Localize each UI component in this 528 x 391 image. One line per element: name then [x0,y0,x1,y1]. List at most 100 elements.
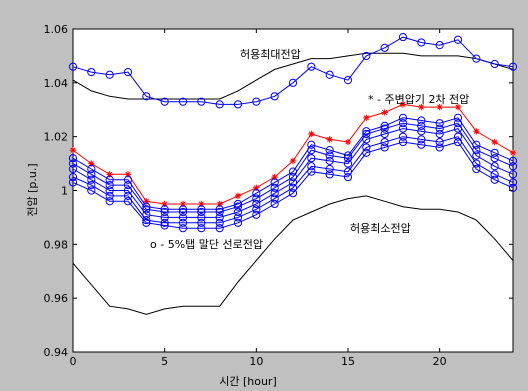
data-point-circle [490,154,499,163]
data-point-circle [325,156,334,165]
data-point-circle [160,97,169,106]
data-point-circle [233,202,243,211]
data-point-circle [490,175,499,184]
data-point-circle [380,143,389,152]
series-line-lower-limit [72,195,514,315]
series-line-circle-4 [72,136,514,224]
data-point-circle [105,181,114,190]
data-point-circle [288,178,298,187]
data-point-circle [380,124,389,133]
data-point-circle [160,221,169,230]
data-point-star [454,103,462,111]
y-tick-label: 1.04 [44,77,69,90]
data-point-circle [343,76,353,85]
data-point-circle [453,35,463,44]
data-point-circle [453,119,463,128]
data-point-star [179,200,187,208]
data-point-circle [288,189,298,198]
data-point-circle [215,213,224,222]
data-point-circle [215,100,224,109]
data-point-star [271,173,278,181]
data-point-circle [307,140,316,149]
data-point-circle [178,218,188,227]
series-line-circle-1 [72,117,514,210]
data-point-circle [252,210,261,219]
data-point-circle [178,213,188,222]
data-point-circle [252,189,261,198]
data-point-circle [435,143,444,152]
y-tick-label: 1.06 [44,23,69,36]
data-point-circle [508,178,518,187]
data-point-circle [270,194,279,203]
data-point-circle [197,224,206,233]
data-point-circle [453,124,463,133]
data-point-circle [123,197,133,206]
series-line-circle-upper [72,36,514,105]
data-point-star [143,198,150,205]
data-point-circle [343,159,353,168]
data-point-circle [105,191,114,200]
data-point-circle [343,151,353,160]
data-point-star [436,103,443,111]
data-point-circle [398,113,408,122]
data-point-circle [68,172,78,182]
data-point-circle [87,181,96,190]
limit-lines [72,52,514,315]
data-point-circle [362,51,371,61]
data-point-circle [325,146,334,155]
data-point-circle [197,205,206,214]
data-point-circle [508,62,518,71]
data-point-circle [233,207,243,217]
data-point-circle [490,162,499,171]
series-line-circle-3 [72,128,514,218]
data-point-circle [472,164,481,174]
data-point-star [253,184,260,192]
y-axis-ticks: 0.94 0.96 0.98 1 1.02 1.04 1.06 [44,23,513,359]
data-point-circle [325,151,334,160]
data-point-circle [215,205,224,214]
x-tick-label: 10 [249,355,263,368]
data-point-circle [252,97,261,106]
data-point-circle [398,32,408,42]
data-point-circle [160,205,169,214]
data-point-circle [270,189,279,198]
data-point-circle [435,119,444,128]
data-point-circle [435,137,444,147]
data-point-circle [453,137,463,147]
data-point-circle [160,207,169,217]
data-point-circle [490,59,499,69]
y-tick-label: 0.96 [44,292,69,305]
data-point-circle [270,199,279,209]
x-axis-label: 시간 [hour] [219,375,277,388]
data-point-circle [233,218,243,227]
y-tick-label: 1 [61,185,68,198]
data-point-circle [453,132,463,141]
data-point-circle [233,213,243,222]
data-point-circle [142,218,151,227]
series-line-upper-limit [72,52,514,100]
data-point-star [289,157,297,165]
data-point-circle [215,207,224,217]
data-point-circle [142,216,151,225]
data-point-circle [87,186,96,195]
data-point-circle [362,135,371,144]
data-point-circle [105,70,114,79]
data-point-circle [105,175,114,184]
data-point-circle [68,159,78,168]
data-point-circle [123,181,133,190]
data-point-circle [178,205,188,214]
data-point-circle [160,213,169,222]
data-point-circle [362,129,371,139]
data-point-circle [197,218,206,227]
data-point-star [418,103,425,111]
data-lines [68,32,518,233]
data-point-circle [508,162,518,171]
data-point-circle [472,54,481,63]
data-point-star [399,101,407,108]
data-point-circle [380,43,389,52]
data-point-circle [123,175,133,184]
data-point-circle [325,164,334,174]
x-tick-label: 5 [161,355,168,368]
data-point-circle [307,167,316,176]
